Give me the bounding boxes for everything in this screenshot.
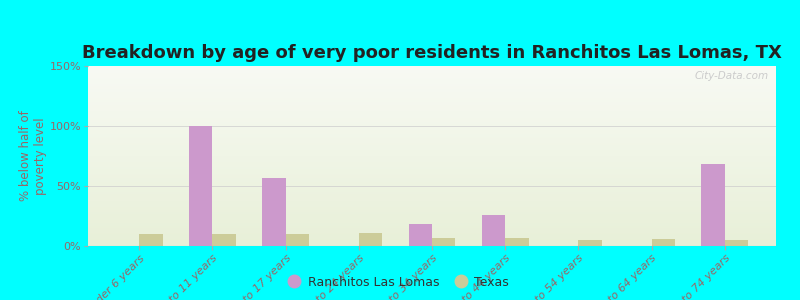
Bar <box>286 234 309 246</box>
Bar <box>505 238 529 246</box>
Text: City-Data.com: City-Data.com <box>695 71 769 81</box>
Bar <box>651 239 675 246</box>
Y-axis label: % below half of
poverty level: % below half of poverty level <box>18 111 46 201</box>
Bar <box>482 215 505 246</box>
Bar <box>139 234 162 246</box>
Bar <box>262 178 286 246</box>
Bar <box>578 240 602 246</box>
Bar <box>359 233 382 246</box>
Bar <box>702 164 725 246</box>
Bar <box>432 238 455 246</box>
Bar <box>213 234 236 246</box>
Title: Breakdown by age of very poor residents in Ranchitos Las Lomas, TX: Breakdown by age of very poor residents … <box>82 44 782 62</box>
Bar <box>409 224 432 246</box>
Bar <box>189 126 213 246</box>
Legend: Ranchitos Las Lomas, Texas: Ranchitos Las Lomas, Texas <box>286 271 514 294</box>
Bar <box>725 240 748 246</box>
